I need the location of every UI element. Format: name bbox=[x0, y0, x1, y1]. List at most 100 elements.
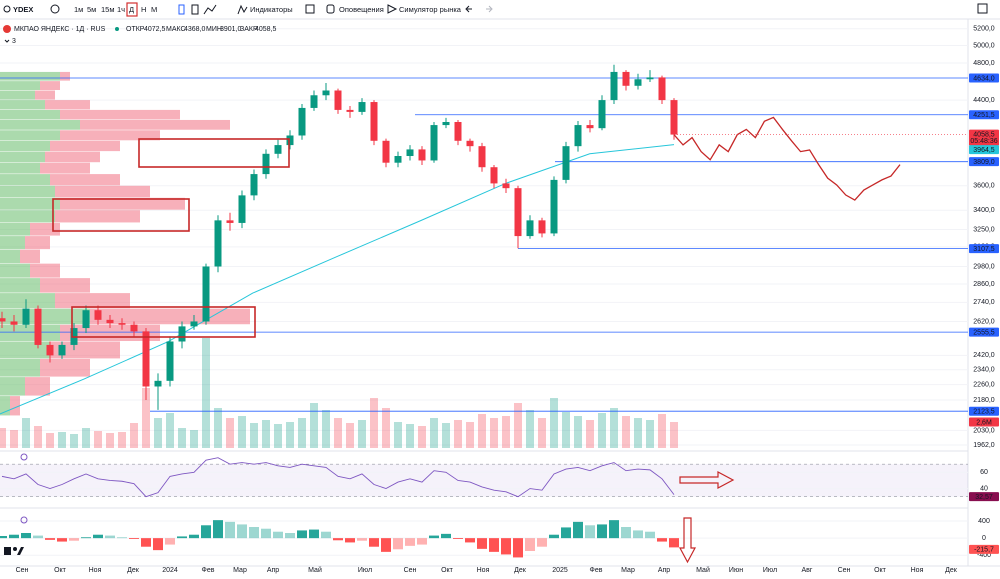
interval[interactable]: 5м bbox=[87, 5, 96, 14]
macd-bar bbox=[381, 538, 391, 552]
x-tick-label: Окт bbox=[441, 567, 454, 574]
interval-highlight bbox=[126, 2, 138, 17]
candle-body bbox=[310, 95, 318, 108]
interval[interactable]: 1м bbox=[74, 5, 83, 14]
profile-up bbox=[0, 377, 25, 396]
profile-down bbox=[50, 174, 120, 186]
interval[interactable]: 1ч bbox=[117, 5, 125, 14]
volume-bar bbox=[274, 424, 282, 448]
collapse-button[interactable] bbox=[4, 39, 10, 43]
profile-down bbox=[60, 109, 180, 120]
profile-up bbox=[0, 324, 60, 341]
undo-button[interactable] bbox=[465, 5, 472, 13]
volume-bar bbox=[238, 416, 246, 448]
interval[interactable]: Д bbox=[129, 5, 134, 14]
macd-bar bbox=[45, 538, 55, 540]
level-label-box bbox=[969, 244, 999, 254]
ohlc-name: ОТКР bbox=[126, 26, 145, 33]
rsi-label: 32,57 bbox=[975, 494, 993, 501]
volume-bar bbox=[658, 414, 666, 448]
macd-bar bbox=[669, 538, 679, 548]
level-label: 4251,5 bbox=[973, 112, 995, 119]
legend-title: МКПАО ЯНДЕКС · 1Д · RUS bbox=[14, 26, 106, 33]
macd-bar bbox=[177, 536, 187, 539]
x-tick-label: Апр bbox=[658, 567, 670, 574]
macd-bar bbox=[249, 527, 259, 539]
level-label-box bbox=[969, 157, 999, 167]
search-icon[interactable] bbox=[3, 5, 11, 13]
macd-bar bbox=[345, 538, 355, 543]
profile-down bbox=[60, 71, 70, 81]
volume-bar bbox=[202, 338, 210, 448]
x-tick-label: Май bbox=[696, 566, 710, 574]
macd-bar bbox=[321, 531, 331, 539]
candle-body bbox=[550, 179, 558, 234]
alerts-button[interactable]: Оповещения bbox=[339, 5, 384, 14]
ohlc-name: ЗАКР bbox=[240, 26, 258, 33]
alerts-icon bbox=[326, 4, 335, 14]
profile-up bbox=[0, 293, 55, 309]
candle-body bbox=[358, 102, 366, 112]
y-tick-label: 3400,0 bbox=[973, 207, 995, 214]
profile-up bbox=[0, 236, 25, 250]
volume-bar bbox=[310, 403, 318, 448]
layouts-button[interactable] bbox=[305, 4, 315, 14]
profile-down bbox=[45, 151, 100, 163]
pane-icon bbox=[20, 516, 28, 524]
candle-body bbox=[430, 125, 438, 161]
macd-bar bbox=[549, 534, 559, 539]
pane-icon bbox=[20, 453, 28, 461]
profile-down bbox=[50, 140, 120, 152]
candle-body bbox=[154, 380, 162, 387]
macd-bar bbox=[369, 538, 379, 547]
x-tick-label: 2024 bbox=[162, 567, 178, 574]
volume-bar bbox=[94, 431, 102, 448]
compare-button[interactable] bbox=[50, 4, 60, 14]
profile-up bbox=[0, 130, 60, 141]
x-tick-label: Окт bbox=[874, 567, 887, 574]
bars-button[interactable] bbox=[191, 4, 199, 15]
interval[interactable]: Н bbox=[141, 5, 146, 14]
candle-body bbox=[394, 156, 402, 163]
candle-body bbox=[0, 318, 6, 322]
logo-mark bbox=[17, 547, 24, 555]
candle-body bbox=[106, 319, 114, 324]
macd-bar bbox=[417, 538, 427, 545]
macd-bar bbox=[465, 538, 475, 543]
volume-bar bbox=[322, 410, 330, 448]
y-tick-label: 2860,0 bbox=[973, 281, 995, 288]
candle-body bbox=[22, 308, 30, 325]
macd-bar bbox=[621, 527, 631, 539]
candle-body bbox=[10, 321, 18, 325]
line-button[interactable] bbox=[203, 4, 217, 15]
x-tick-label: Фев bbox=[202, 567, 215, 574]
annotations bbox=[52, 138, 735, 564]
candle-body bbox=[142, 331, 150, 387]
chart-type-button[interactable] bbox=[178, 4, 185, 15]
profile-down bbox=[25, 377, 50, 396]
volume-bar bbox=[22, 418, 30, 448]
ohlc-value: 4368,0 bbox=[184, 26, 206, 33]
candle-body bbox=[190, 321, 198, 327]
candle-body bbox=[610, 71, 618, 101]
redo-button[interactable] bbox=[486, 5, 493, 13]
volume-bar bbox=[562, 412, 570, 448]
volume-bar bbox=[250, 423, 258, 448]
interval[interactable]: 15м bbox=[101, 5, 115, 14]
interval[interactable]: М bbox=[151, 5, 157, 14]
indicators-button[interactable]: Индикаторы bbox=[250, 5, 293, 14]
volume-bar bbox=[154, 418, 162, 448]
replay-button[interactable]: Симулятор рынка bbox=[399, 5, 462, 14]
volume-bar bbox=[526, 410, 534, 448]
symbol[interactable]: YDEX bbox=[13, 5, 33, 14]
fullscreen-button[interactable] bbox=[977, 3, 988, 14]
replay-icon bbox=[387, 4, 398, 14]
macd-bar bbox=[309, 529, 319, 539]
candle-body bbox=[94, 310, 102, 320]
macd-bar bbox=[153, 538, 163, 551]
profile-down bbox=[30, 263, 60, 278]
volume-bar bbox=[514, 403, 522, 448]
profile-up bbox=[0, 358, 40, 377]
candle-body bbox=[82, 310, 90, 329]
